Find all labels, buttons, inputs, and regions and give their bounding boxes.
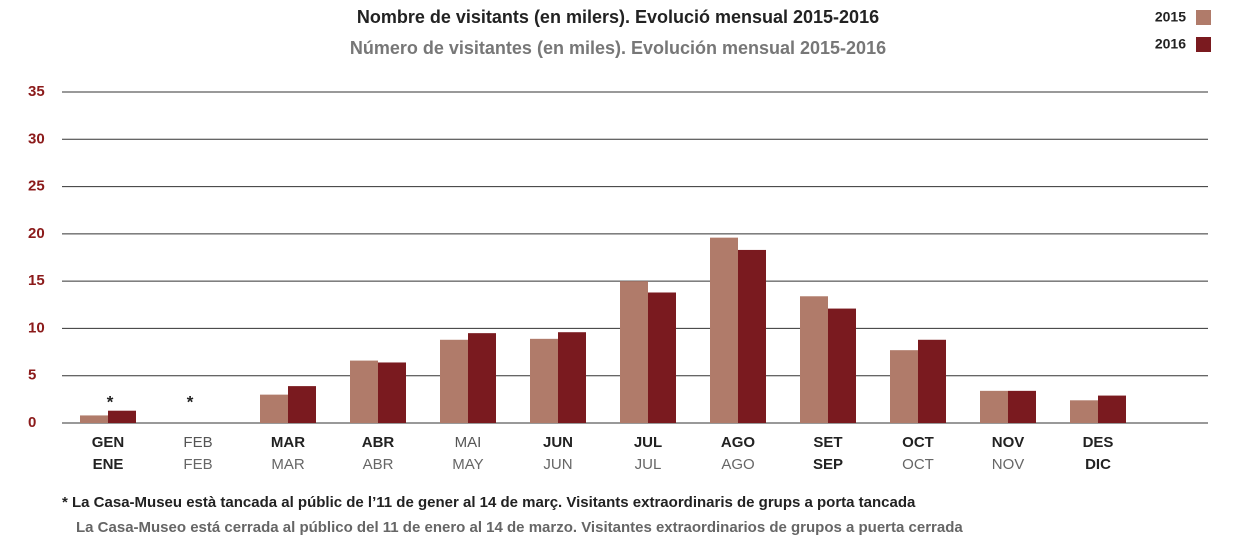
bar — [620, 281, 648, 423]
x-tick-label-es: AGO — [721, 456, 754, 473]
bar — [80, 415, 108, 423]
bar — [260, 394, 288, 423]
bar — [350, 360, 378, 423]
x-tick-label: DES — [1083, 434, 1114, 451]
y-tick-label: 15 — [28, 272, 45, 289]
x-tick-label-es: FEB — [183, 456, 212, 473]
bar — [980, 390, 1008, 423]
x-tick-label: SET — [813, 434, 842, 451]
chart-subtitle: Número de visitantes (en miles). Evoluci… — [350, 38, 886, 58]
bar — [648, 292, 676, 423]
x-tick-label: OCT — [902, 434, 934, 451]
x-tick-label-es: JUL — [635, 456, 662, 473]
bar — [738, 249, 766, 423]
y-tick-label: 0 — [28, 414, 36, 431]
x-tick-label: ABR — [362, 434, 395, 451]
x-tick-label: AGO — [721, 434, 756, 451]
bar — [108, 410, 136, 423]
x-tick-label-es: DIC — [1085, 456, 1111, 473]
bar — [558, 332, 586, 423]
bar — [890, 350, 918, 423]
x-tick-label: GEN — [92, 434, 125, 451]
x-tick-label-es: MAY — [452, 456, 483, 473]
y-tick-label: 10 — [28, 319, 45, 336]
bar — [1008, 390, 1036, 423]
x-tick-label-es: NOV — [992, 456, 1025, 473]
annotation: * — [107, 392, 114, 411]
x-tick-label: JUL — [634, 434, 662, 451]
y-tick-label: 35 — [28, 83, 45, 100]
x-tick-label: FEB — [183, 434, 212, 451]
bar — [530, 338, 558, 423]
footnote-es: La Casa-Museo está cerrada al público de… — [76, 519, 963, 536]
x-tick-label-es: ABR — [363, 456, 394, 473]
x-tick-label: JUN — [543, 434, 573, 451]
x-tick-label-es: OCT — [902, 456, 934, 473]
y-tick-label: 20 — [28, 225, 45, 242]
x-tick-label-es: SEP — [813, 456, 843, 473]
bar — [828, 308, 856, 423]
legend-label: 2016 — [1155, 36, 1186, 52]
x-tick-label-es: JUN — [543, 456, 572, 473]
y-tick-label: 25 — [28, 178, 45, 195]
bar — [710, 237, 738, 423]
legend-swatch — [1196, 10, 1211, 25]
bar — [1070, 400, 1098, 423]
x-tick-label: MAR — [271, 434, 305, 451]
bar — [800, 296, 828, 423]
legend-swatch — [1196, 37, 1211, 52]
bar — [440, 339, 468, 423]
y-tick-label: 5 — [28, 367, 36, 384]
bar — [468, 333, 496, 423]
x-tick-label-es: ENE — [93, 456, 124, 473]
chart-title: Nombre de visitants (en milers). Evoluci… — [357, 7, 879, 27]
legend-label: 2015 — [1155, 9, 1186, 25]
annotation: * — [187, 392, 194, 411]
y-tick-label: 30 — [28, 130, 45, 147]
x-tick-label: MAI — [455, 434, 482, 451]
footnote: * La Casa-Museu està tancada al públic d… — [62, 494, 916, 511]
x-tick-label: NOV — [992, 434, 1025, 451]
bar — [918, 339, 946, 423]
x-tick-label-es: MAR — [271, 456, 305, 473]
bar — [288, 386, 316, 423]
bar — [378, 362, 406, 423]
bar — [1098, 395, 1126, 423]
